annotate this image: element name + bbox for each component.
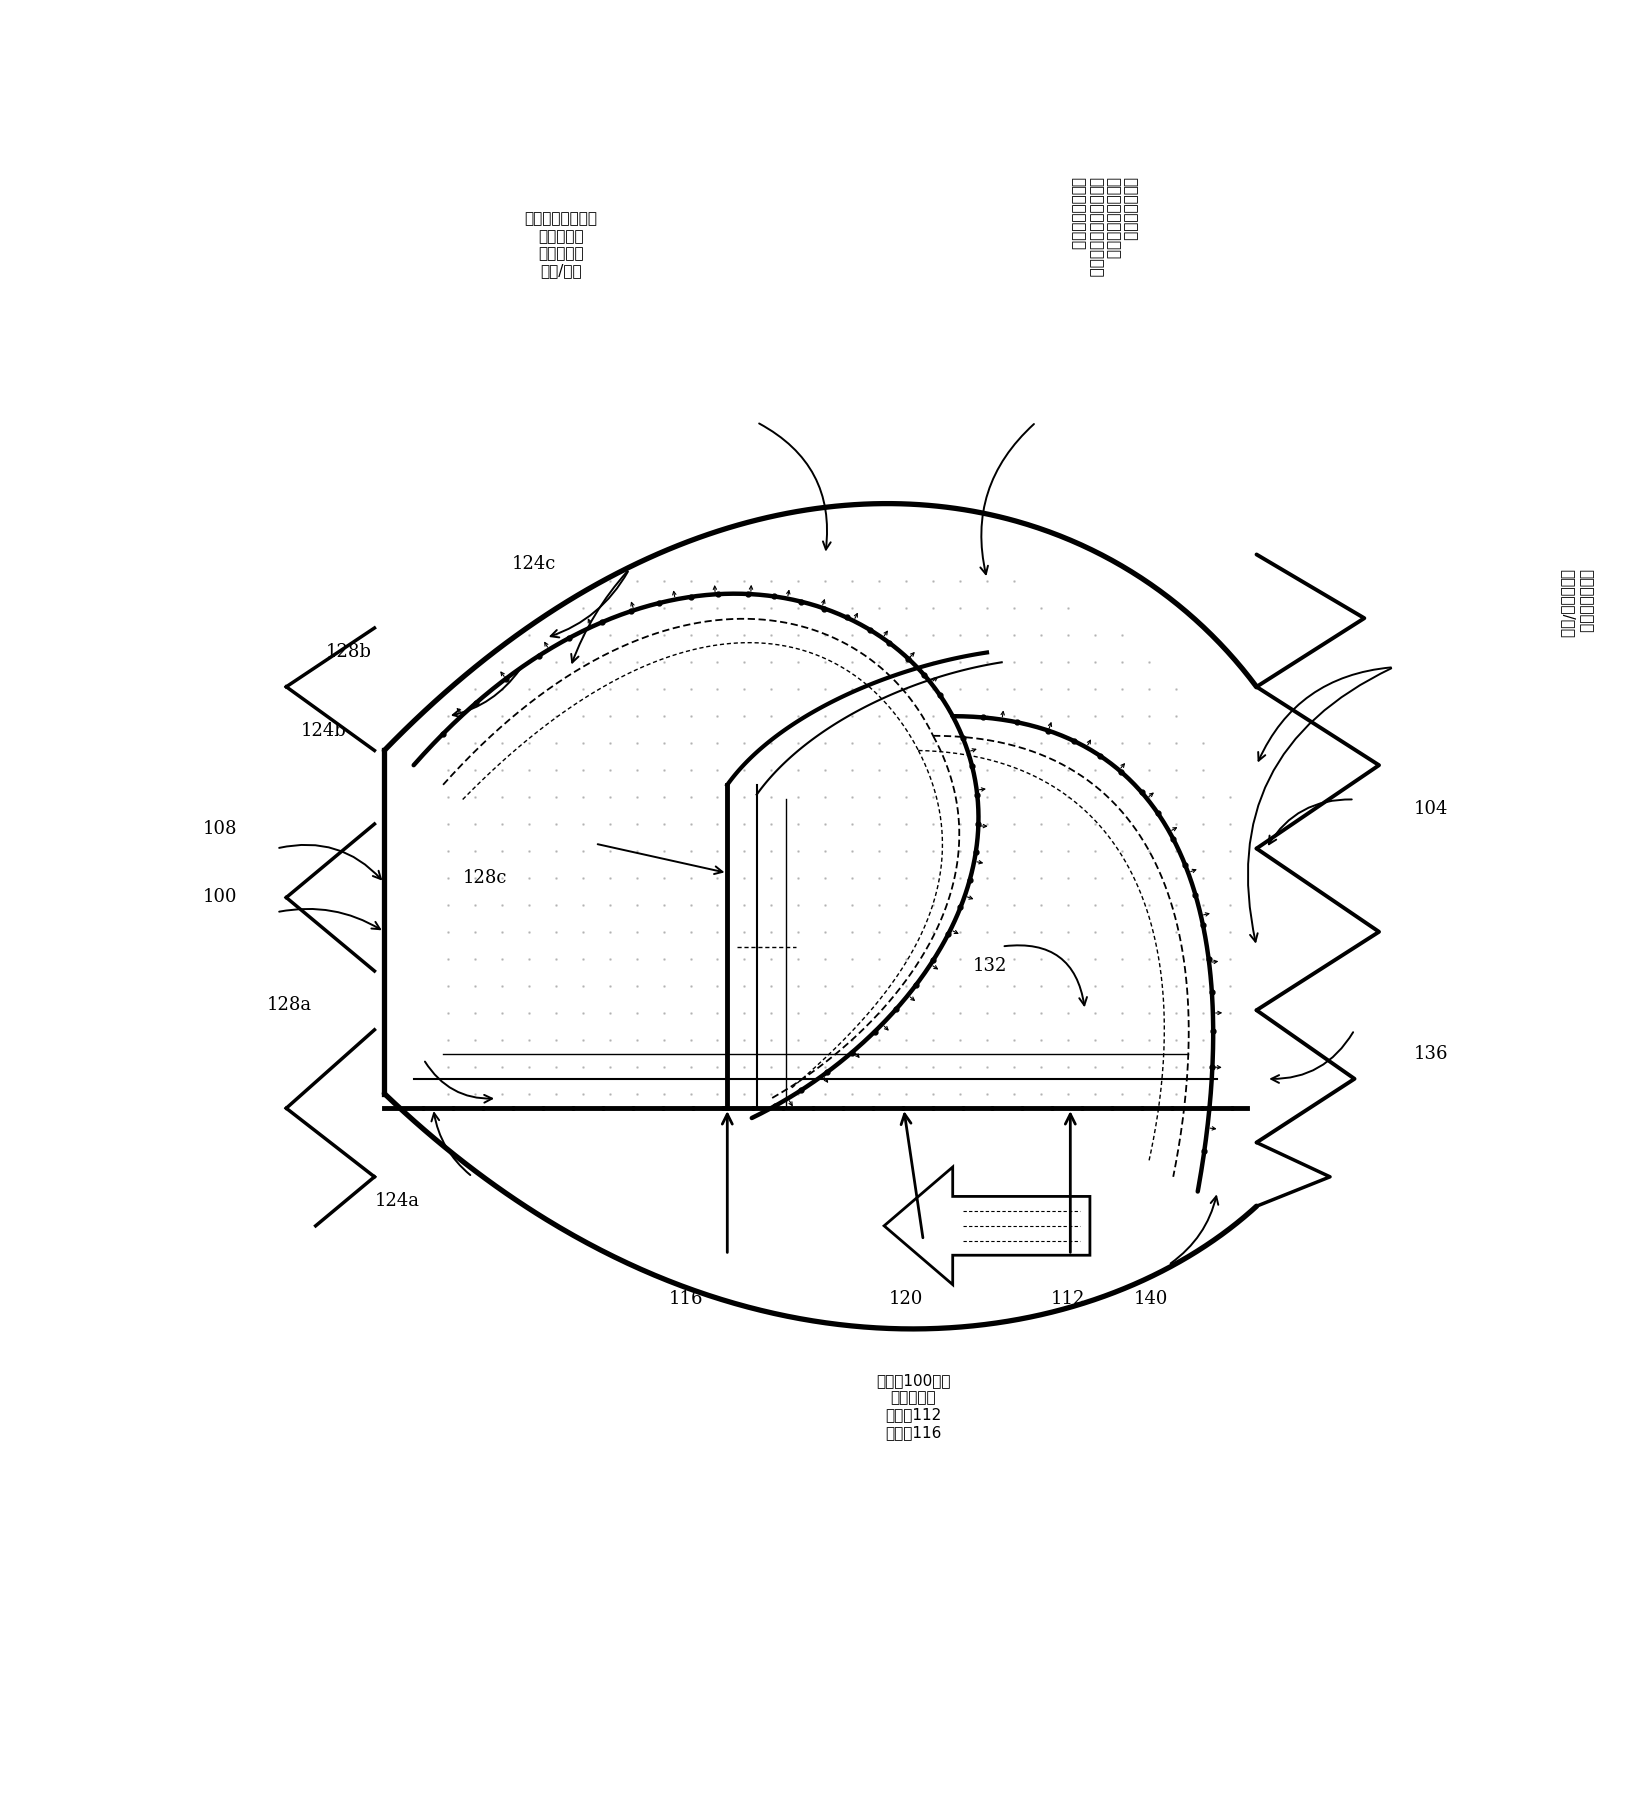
Text: 128c: 128c	[463, 869, 507, 887]
Text: 108: 108	[202, 820, 238, 838]
Text: 蒸叶膜完全位于
框体的外侧/近踞: 蒸叶膜完全位于 框体的外侧/近踞	[1560, 569, 1593, 639]
Text: 在所有附接点处，
蒸叶膜完全
位于框体的
外侧/近踞: 在所有附接点处， 蒸叶膜完全 位于框体的 外侧/近踞	[523, 212, 597, 278]
Text: 128b: 128b	[326, 643, 372, 661]
Text: 128a: 128a	[266, 996, 311, 1014]
Text: 132: 132	[971, 957, 1006, 975]
Text: 在蒸膜100内，
血流方向是
从近端112
向远端116: 在蒸膜100内， 血流方向是 从近端112 向远端116	[875, 1373, 950, 1440]
Text: 104: 104	[1413, 801, 1447, 819]
Text: 136: 136	[1413, 1045, 1447, 1063]
Text: 140: 140	[1133, 1291, 1167, 1309]
Text: 124c: 124c	[512, 555, 556, 573]
Text: 框体中的不连续
（横向可定位之间）
使横向可能地向内移动到
横向位置（图合）: 框体中的不连续 （横向可定位之间） 使横向可能地向内移动到 横向位置（图合）	[1069, 178, 1136, 278]
Text: 116: 116	[668, 1291, 703, 1309]
Text: 124a: 124a	[375, 1192, 419, 1210]
Text: 120: 120	[888, 1291, 923, 1309]
Text: 100: 100	[202, 889, 238, 906]
Text: 124b: 124b	[302, 722, 347, 740]
Text: 112: 112	[1050, 1291, 1084, 1309]
